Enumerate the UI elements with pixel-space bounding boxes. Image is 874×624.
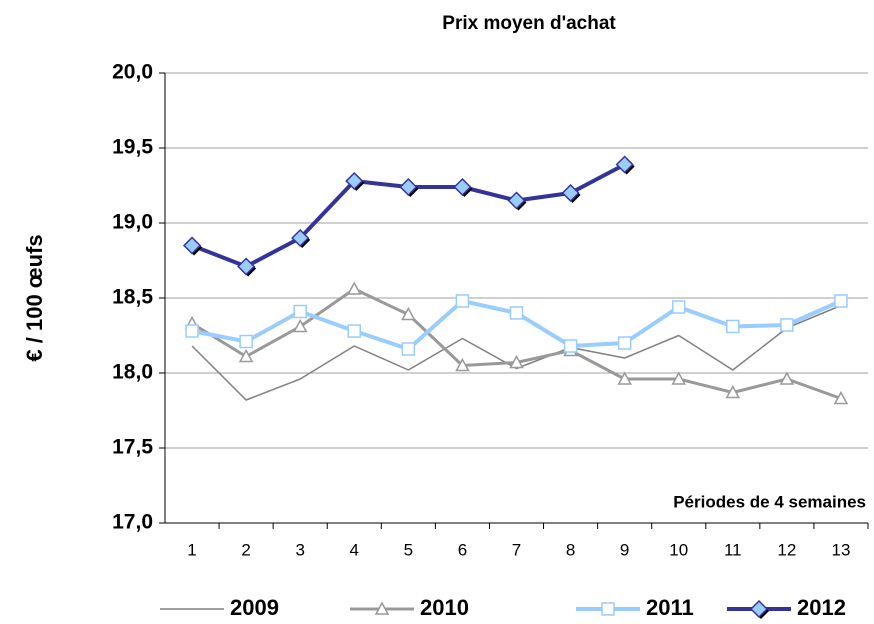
legend-label: 2011 [646, 595, 694, 620]
marker [399, 177, 418, 197]
marker [834, 294, 848, 308]
marker [726, 319, 740, 334]
marker [401, 306, 416, 321]
marker [374, 601, 390, 615]
legend-label: 2010 [420, 595, 469, 620]
x-tick-label: 11 [724, 540, 742, 559]
marker [507, 191, 526, 210]
x-tick-label: 5 [404, 540, 413, 559]
x-tick-label: 7 [512, 540, 521, 559]
annotation: Périodes de 4 semaines [673, 492, 866, 511]
x-tick-label: 9 [620, 540, 629, 559]
marker [347, 324, 362, 338]
series-line [191, 287, 842, 400]
marker [509, 354, 524, 369]
y-tick-label: 17,0 [112, 511, 153, 534]
marker [292, 318, 308, 333]
marker [671, 371, 686, 385]
marker [291, 228, 310, 248]
marker [671, 300, 686, 314]
marker [238, 348, 254, 363]
x-tick-label: 2 [241, 540, 250, 559]
chart-title: Prix moyen d'achat [442, 13, 616, 34]
y-tick-label: 20,0 [112, 61, 153, 84]
x-tick-label: 12 [777, 540, 796, 559]
marker [185, 324, 199, 338]
y-tick-label: 17,5 [112, 436, 153, 459]
marker [401, 342, 416, 356]
series-line [191, 304, 842, 401]
marker [725, 384, 741, 399]
marker [293, 304, 307, 319]
marker [563, 339, 578, 353]
x-tick-label: 8 [566, 540, 575, 559]
marker [347, 281, 362, 295]
legend-label: 2012 [797, 595, 846, 620]
marker [617, 336, 632, 350]
marker [239, 334, 253, 349]
marker [833, 390, 849, 405]
x-tick-label: 1 [187, 540, 196, 559]
y-tick-label: 19,0 [112, 211, 153, 234]
y-tick-label: 19,5 [112, 136, 153, 159]
marker [749, 599, 769, 619]
marker [345, 171, 364, 191]
marker [601, 602, 615, 616]
marker [617, 371, 632, 385]
marker [561, 183, 580, 203]
x-tick-label: 13 [832, 540, 851, 559]
marker [615, 155, 634, 174]
marker [237, 257, 256, 276]
marker [780, 318, 794, 332]
marker [453, 177, 472, 197]
y-tick-label: 18,5 [112, 286, 153, 309]
x-tick-label: 4 [350, 540, 359, 559]
x-tick-label: 3 [295, 540, 304, 559]
marker [779, 371, 795, 385]
x-tick-label: 10 [669, 540, 688, 559]
marker [182, 236, 202, 255]
x-tick-label: 6 [458, 540, 467, 559]
marker [509, 306, 524, 320]
marker [455, 357, 470, 372]
y-axis-label: € / 100 œufs [22, 234, 47, 361]
legend-label: 2009 [230, 595, 279, 620]
marker [455, 294, 470, 308]
y-tick-label: 18,0 [112, 361, 153, 384]
